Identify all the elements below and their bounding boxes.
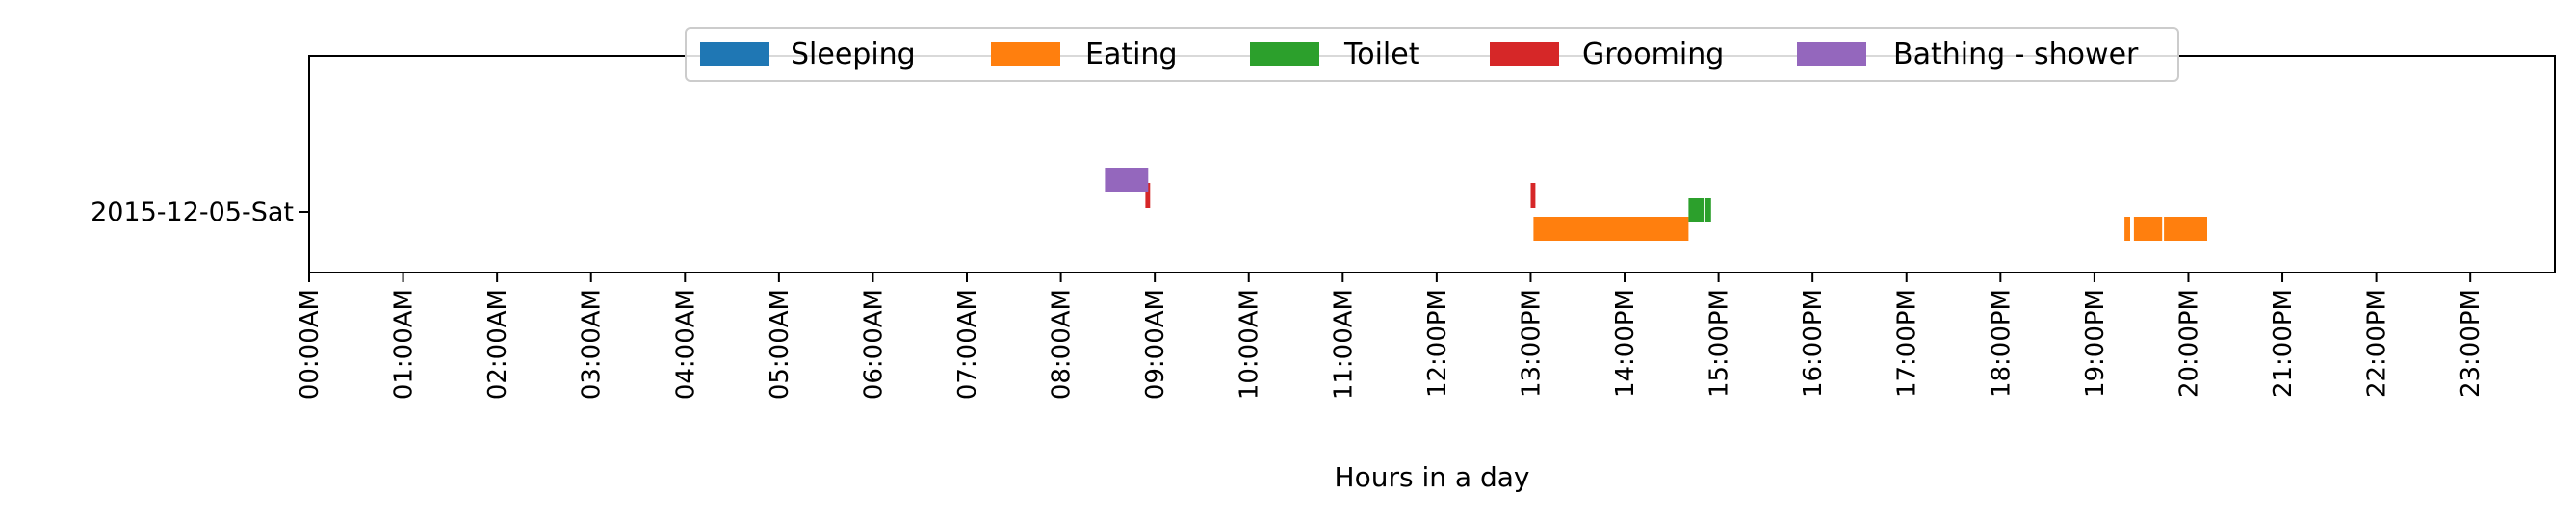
bar-eating-1 bbox=[2124, 217, 2130, 241]
legend-label-eating: Eating bbox=[1085, 38, 1178, 71]
x-tick-label: 18:00PM bbox=[1987, 289, 2016, 398]
legend-swatch-toilet bbox=[1250, 42, 1319, 66]
bar-eating-2 bbox=[2133, 217, 2163, 241]
x-tick-label: 12:00PM bbox=[1423, 289, 1452, 398]
legend-label-toilet: Toilet bbox=[1343, 38, 1420, 71]
bars-layer bbox=[1105, 168, 2207, 241]
x-tick-label: 19:00PM bbox=[2081, 289, 2110, 398]
x-tick-label: 10:00AM bbox=[1236, 289, 1264, 400]
bar-eating-0 bbox=[1533, 217, 1689, 241]
legend-frame bbox=[685, 27, 2179, 82]
legend: Sleeping Eating Toilet Grooming Bathing - sh… bbox=[685, 27, 2179, 82]
x-axis: 00:00AM 01:00AM 02:00AM 03:00AM 04:00AM 05:00… bbox=[296, 273, 2485, 400]
x-axis-title: Hours in a day bbox=[1335, 461, 1530, 493]
x-tick-label: 13:00PM bbox=[1517, 289, 1546, 398]
x-tick-label: 08:00AM bbox=[1048, 289, 1077, 400]
x-tick-label: 22:00PM bbox=[2363, 289, 2392, 398]
bar-grooming-1 bbox=[1145, 183, 1151, 208]
x-tick-label: 17:00PM bbox=[1893, 289, 1922, 398]
bar-eating-3 bbox=[2164, 217, 2207, 241]
x-tick-label: 02:00AM bbox=[483, 289, 512, 400]
legend-label-bathing-shower: Bathing - shower bbox=[1893, 38, 2139, 71]
x-tick-label: 20:00PM bbox=[2174, 289, 2203, 398]
x-tick-label: 09:00AM bbox=[1141, 289, 1170, 400]
legend-swatch-bathing-shower bbox=[1797, 42, 1866, 66]
x-tick-label: 04:00AM bbox=[671, 289, 700, 400]
bar-toilet-1 bbox=[1704, 198, 1711, 222]
y-category-label: 2015-12-05-Sat bbox=[91, 197, 294, 227]
bar-bathing-shower-0 bbox=[1105, 168, 1149, 192]
x-tick-label: 01:00AM bbox=[390, 289, 419, 400]
x-tick-label: 05:00AM bbox=[766, 289, 794, 400]
bar-toilet-0 bbox=[1688, 198, 1704, 222]
x-tick-label: 07:00AM bbox=[953, 289, 982, 400]
x-tick-label: 14:00PM bbox=[1611, 289, 1640, 398]
legend-swatch-grooming bbox=[1490, 42, 1559, 66]
x-tick-label: 06:00AM bbox=[859, 289, 888, 400]
x-tick-label: 23:00PM bbox=[2457, 289, 2485, 398]
x-tick-label: 00:00AM bbox=[296, 289, 325, 400]
bar-grooming-0 bbox=[1530, 183, 1536, 208]
x-tick-label: 15:00PM bbox=[1705, 289, 1734, 398]
legend-label-sleeping: Sleeping bbox=[791, 38, 916, 71]
x-tick-label: 11:00AM bbox=[1329, 289, 1358, 400]
legend-label-grooming: Grooming bbox=[1582, 38, 1724, 71]
legend-swatch-sleeping bbox=[700, 42, 769, 66]
x-tick-label: 03:00AM bbox=[578, 289, 607, 400]
x-tick-label: 21:00PM bbox=[2269, 289, 2298, 398]
y-axis: 2015-12-05-Sat bbox=[91, 197, 309, 227]
legend-swatch-eating bbox=[991, 42, 1060, 66]
x-tick-label: 16:00PM bbox=[1799, 289, 1828, 398]
